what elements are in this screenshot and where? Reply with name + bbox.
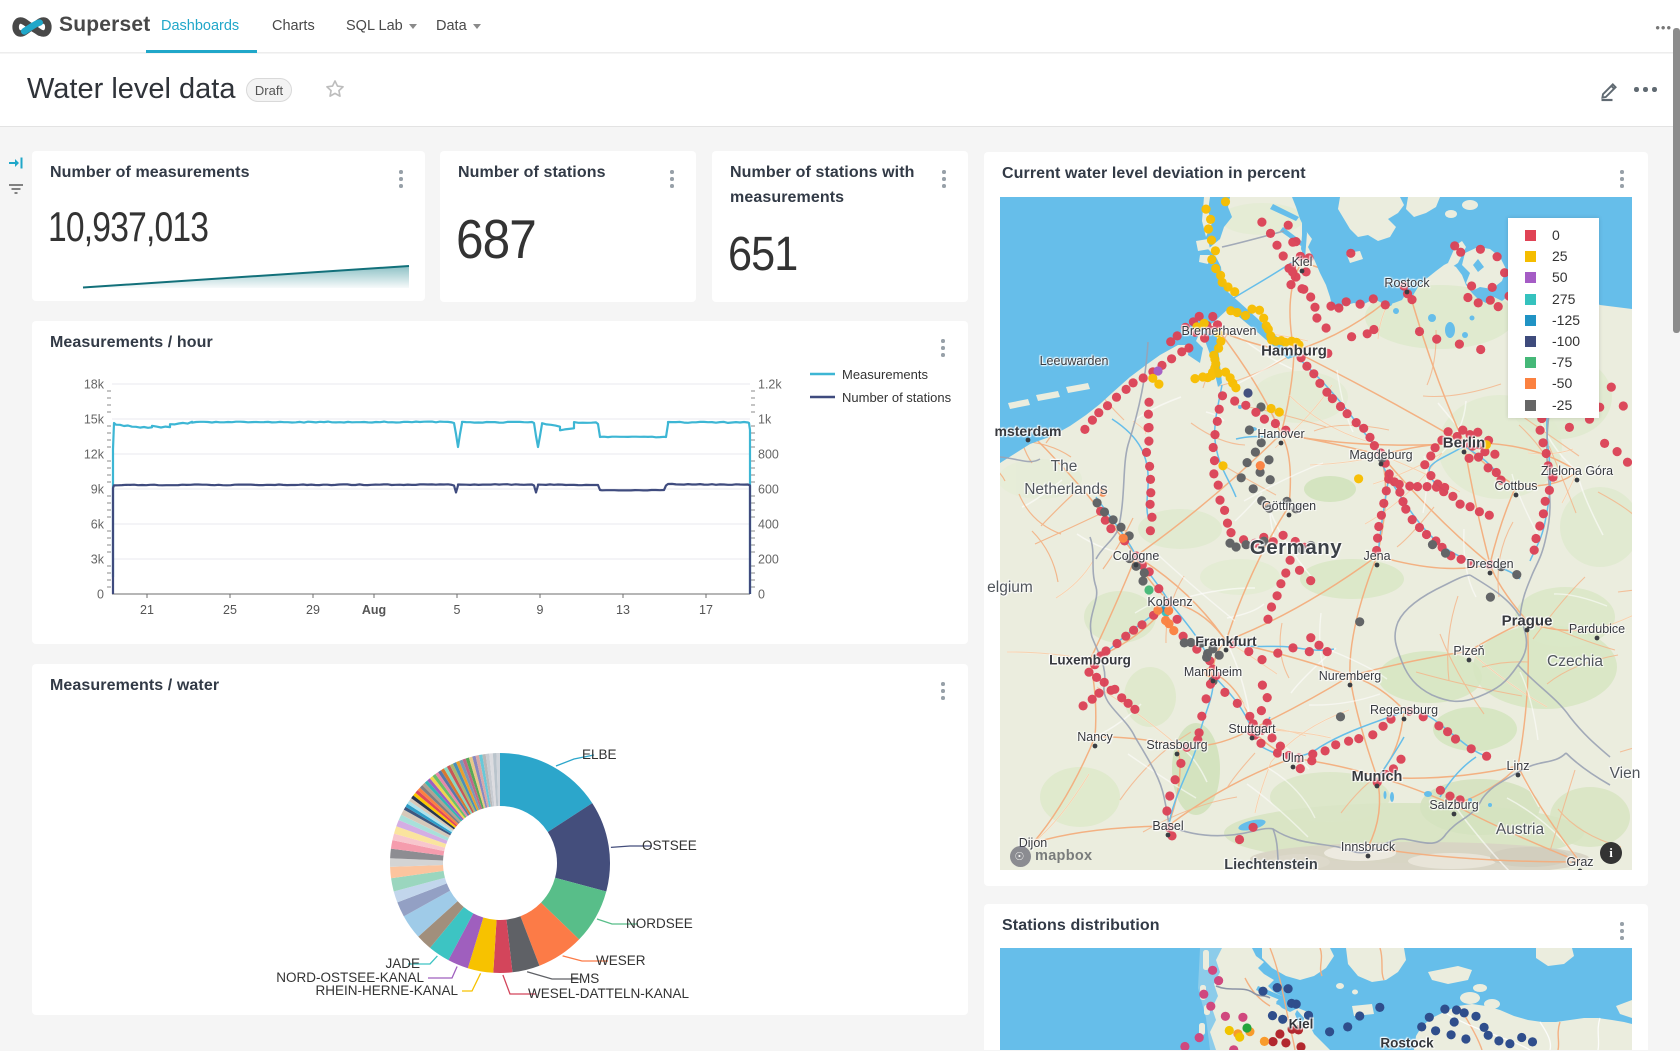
svg-text:800: 800 xyxy=(758,448,779,462)
svg-text:JADE: JADE xyxy=(385,956,420,971)
svg-text:5: 5 xyxy=(454,603,461,617)
svg-text:200: 200 xyxy=(758,553,779,567)
svg-text:NORDSEE: NORDSEE xyxy=(626,916,693,931)
svg-text:400: 400 xyxy=(758,518,779,532)
svg-text:0: 0 xyxy=(97,588,104,602)
svg-text:3k: 3k xyxy=(91,553,105,567)
svg-text:15k: 15k xyxy=(84,413,105,427)
svg-text:21: 21 xyxy=(140,603,154,617)
svg-text:13: 13 xyxy=(616,603,630,617)
svg-text:Measurements: Measurements xyxy=(842,367,928,382)
svg-text:RHEIN-HERNE-KANAL: RHEIN-HERNE-KANAL xyxy=(315,983,458,998)
svg-text:17: 17 xyxy=(699,603,713,617)
svg-text:Number of stations: Number of stations xyxy=(842,390,952,405)
svg-text:1k: 1k xyxy=(758,413,772,427)
svg-text:29: 29 xyxy=(306,603,320,617)
svg-text:ELBE: ELBE xyxy=(582,747,617,762)
svg-text:6k: 6k xyxy=(91,518,105,532)
svg-text:600: 600 xyxy=(758,483,779,497)
svg-text:WESER: WESER xyxy=(596,953,646,968)
svg-text:NORD-OSTSEE-KANAL: NORD-OSTSEE-KANAL xyxy=(276,970,424,985)
svg-text:9k: 9k xyxy=(91,483,105,497)
svg-text:EMS: EMS xyxy=(570,971,599,986)
svg-text:1.2k: 1.2k xyxy=(758,378,782,392)
svg-text:Aug: Aug xyxy=(362,603,386,617)
svg-text:9: 9 xyxy=(537,603,544,617)
svg-text:WESEL-DATTELN-KANAL: WESEL-DATTELN-KANAL xyxy=(528,986,690,1001)
svg-text:OSTSEE: OSTSEE xyxy=(642,838,697,853)
svg-text:0: 0 xyxy=(758,588,765,602)
svg-text:25: 25 xyxy=(223,603,237,617)
svg-text:12k: 12k xyxy=(84,448,105,462)
svg-text:18k: 18k xyxy=(84,378,105,392)
